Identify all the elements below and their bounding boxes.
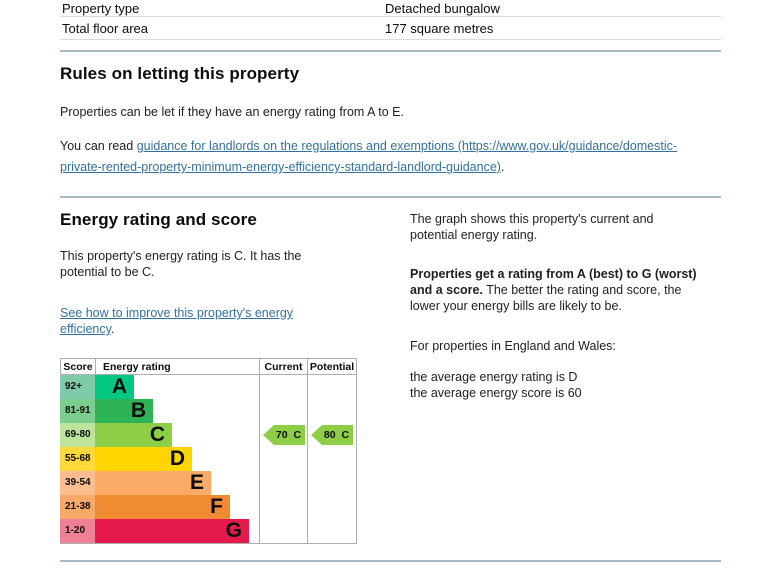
band-row-e: 39-54 E (60, 471, 357, 495)
row-value-property-type: Detached bungalow (385, 1, 500, 16)
score-range: 39-54 (60, 471, 95, 495)
band-bar-b: B (95, 399, 153, 423)
section-divider (60, 196, 721, 198)
band-rows: 92+ A 81-91 B 69-80 C 55-68 D 39-54 E 21-38 F 1-20 G (60, 375, 357, 543)
improve-para: See how to improve this property's energ… (60, 305, 390, 337)
epc-chart: Score Energy rating Current Potential 92… (60, 358, 357, 544)
table-row-divider (60, 39, 721, 40)
band-row-f: 21-38 F (60, 495, 357, 519)
rating-heading: Energy rating and score (60, 210, 257, 229)
score-range: 81-91 (60, 399, 95, 423)
column-gridline (259, 375, 260, 543)
current-column-header: Current (259, 358, 307, 375)
letting-para: Properties can be let if they have an en… (60, 105, 404, 119)
landlord-guidance-link[interactable]: guidance for landlords on the regulation… (60, 139, 678, 174)
band-bar-d: D (95, 447, 192, 471)
column-gridline (307, 375, 308, 543)
graph-intro: The graph shows this property's current … (410, 212, 654, 242)
band-row-a: 92+ A (60, 375, 357, 399)
band-bar-e: E (95, 471, 211, 495)
chart-header: Score Energy rating Current Potential (60, 358, 357, 375)
band-row-d: 55-68 D (60, 447, 357, 471)
potential-arrow: 80 C (311, 425, 353, 445)
rating-explainer-bold: Properties get a rating from A (best) to… (410, 267, 697, 297)
guidance-suffix: . (500, 160, 505, 174)
row-label-property-type: Property type (62, 1, 140, 16)
score-column-header: Score (60, 358, 95, 375)
improve-efficiency-link[interactable]: See how to improve this property's energ… (60, 306, 294, 336)
current-arrow: 70 C (263, 425, 305, 445)
band-row-g: 1-20 G (60, 519, 357, 543)
rating-explainer-rest: The better the rating and score, the low… (410, 283, 682, 313)
score-range: 69-80 (60, 423, 95, 447)
average-score-line: the average energy score is 60 (410, 385, 582, 400)
energy-rating-column-header: Energy rating (95, 358, 259, 375)
improve-suffix: . (110, 322, 115, 336)
potential-column-header: Potential (307, 358, 357, 375)
letting-guidance-para: You can read guidance for landlords on t… (60, 136, 690, 178)
rating-summary: This property's energy rating is C. It h… (60, 249, 302, 279)
section-divider (60, 50, 721, 52)
section-divider (60, 560, 721, 562)
band-bar-g: G (95, 519, 249, 543)
chart-bottom-border (60, 543, 357, 544)
band-row-c: 69-80 C (60, 423, 357, 447)
row-label-floor-area: Total floor area (62, 21, 148, 36)
row-value-floor-area: 177 square metres (385, 21, 494, 36)
column-gridline (356, 375, 357, 543)
england-wales-note: For properties in England and Wales: (410, 339, 616, 353)
table-row-divider (60, 16, 721, 17)
score-range: 21-38 (60, 495, 95, 519)
score-range: 1-20 (60, 519, 95, 543)
rating-explainer: Properties get a rating from A (best) to… (410, 266, 732, 314)
average-rating-line: the average energy rating is D (410, 370, 578, 384)
guidance-prefix: You can read (60, 139, 137, 153)
letting-heading: Rules on letting this property (60, 64, 300, 83)
band-bar-a: A (95, 375, 134, 399)
score-range: 55-68 (60, 447, 95, 471)
band-row-b: 81-91 B (60, 399, 357, 423)
score-range: 92+ (60, 375, 95, 399)
band-bar-c: C (95, 423, 172, 447)
band-bar-f: F (95, 495, 230, 519)
